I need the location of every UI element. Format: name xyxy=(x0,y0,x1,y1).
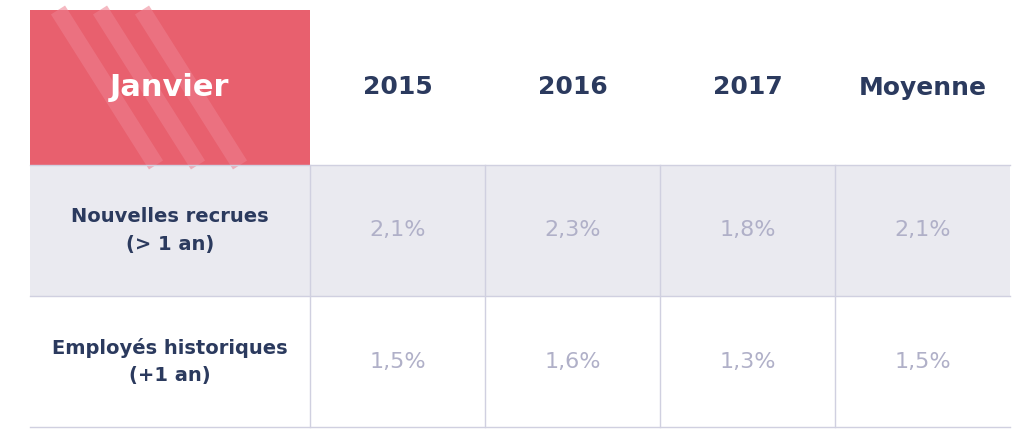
Text: 1,3%: 1,3% xyxy=(718,351,775,371)
Text: 1,5%: 1,5% xyxy=(369,351,425,371)
Text: Janvier: Janvier xyxy=(110,73,229,102)
Text: 2015: 2015 xyxy=(363,76,432,100)
Text: 1,6%: 1,6% xyxy=(544,351,600,371)
Text: Nouvelles recrues
(> 1 an): Nouvelles recrues (> 1 an) xyxy=(71,207,269,254)
Text: 2016: 2016 xyxy=(537,76,606,100)
Text: Employés historiques
(+1 an): Employés historiques (+1 an) xyxy=(52,337,287,385)
Text: 2,1%: 2,1% xyxy=(894,221,950,240)
Text: Moyenne: Moyenne xyxy=(858,76,985,100)
Text: 2,1%: 2,1% xyxy=(369,221,425,240)
Text: 1,5%: 1,5% xyxy=(894,351,950,371)
Text: 2,3%: 2,3% xyxy=(544,221,600,240)
Bar xyxy=(30,165,1009,296)
Bar xyxy=(30,296,1009,427)
Text: 1,8%: 1,8% xyxy=(718,221,775,240)
Text: 2017: 2017 xyxy=(712,76,782,100)
Bar xyxy=(30,10,310,165)
